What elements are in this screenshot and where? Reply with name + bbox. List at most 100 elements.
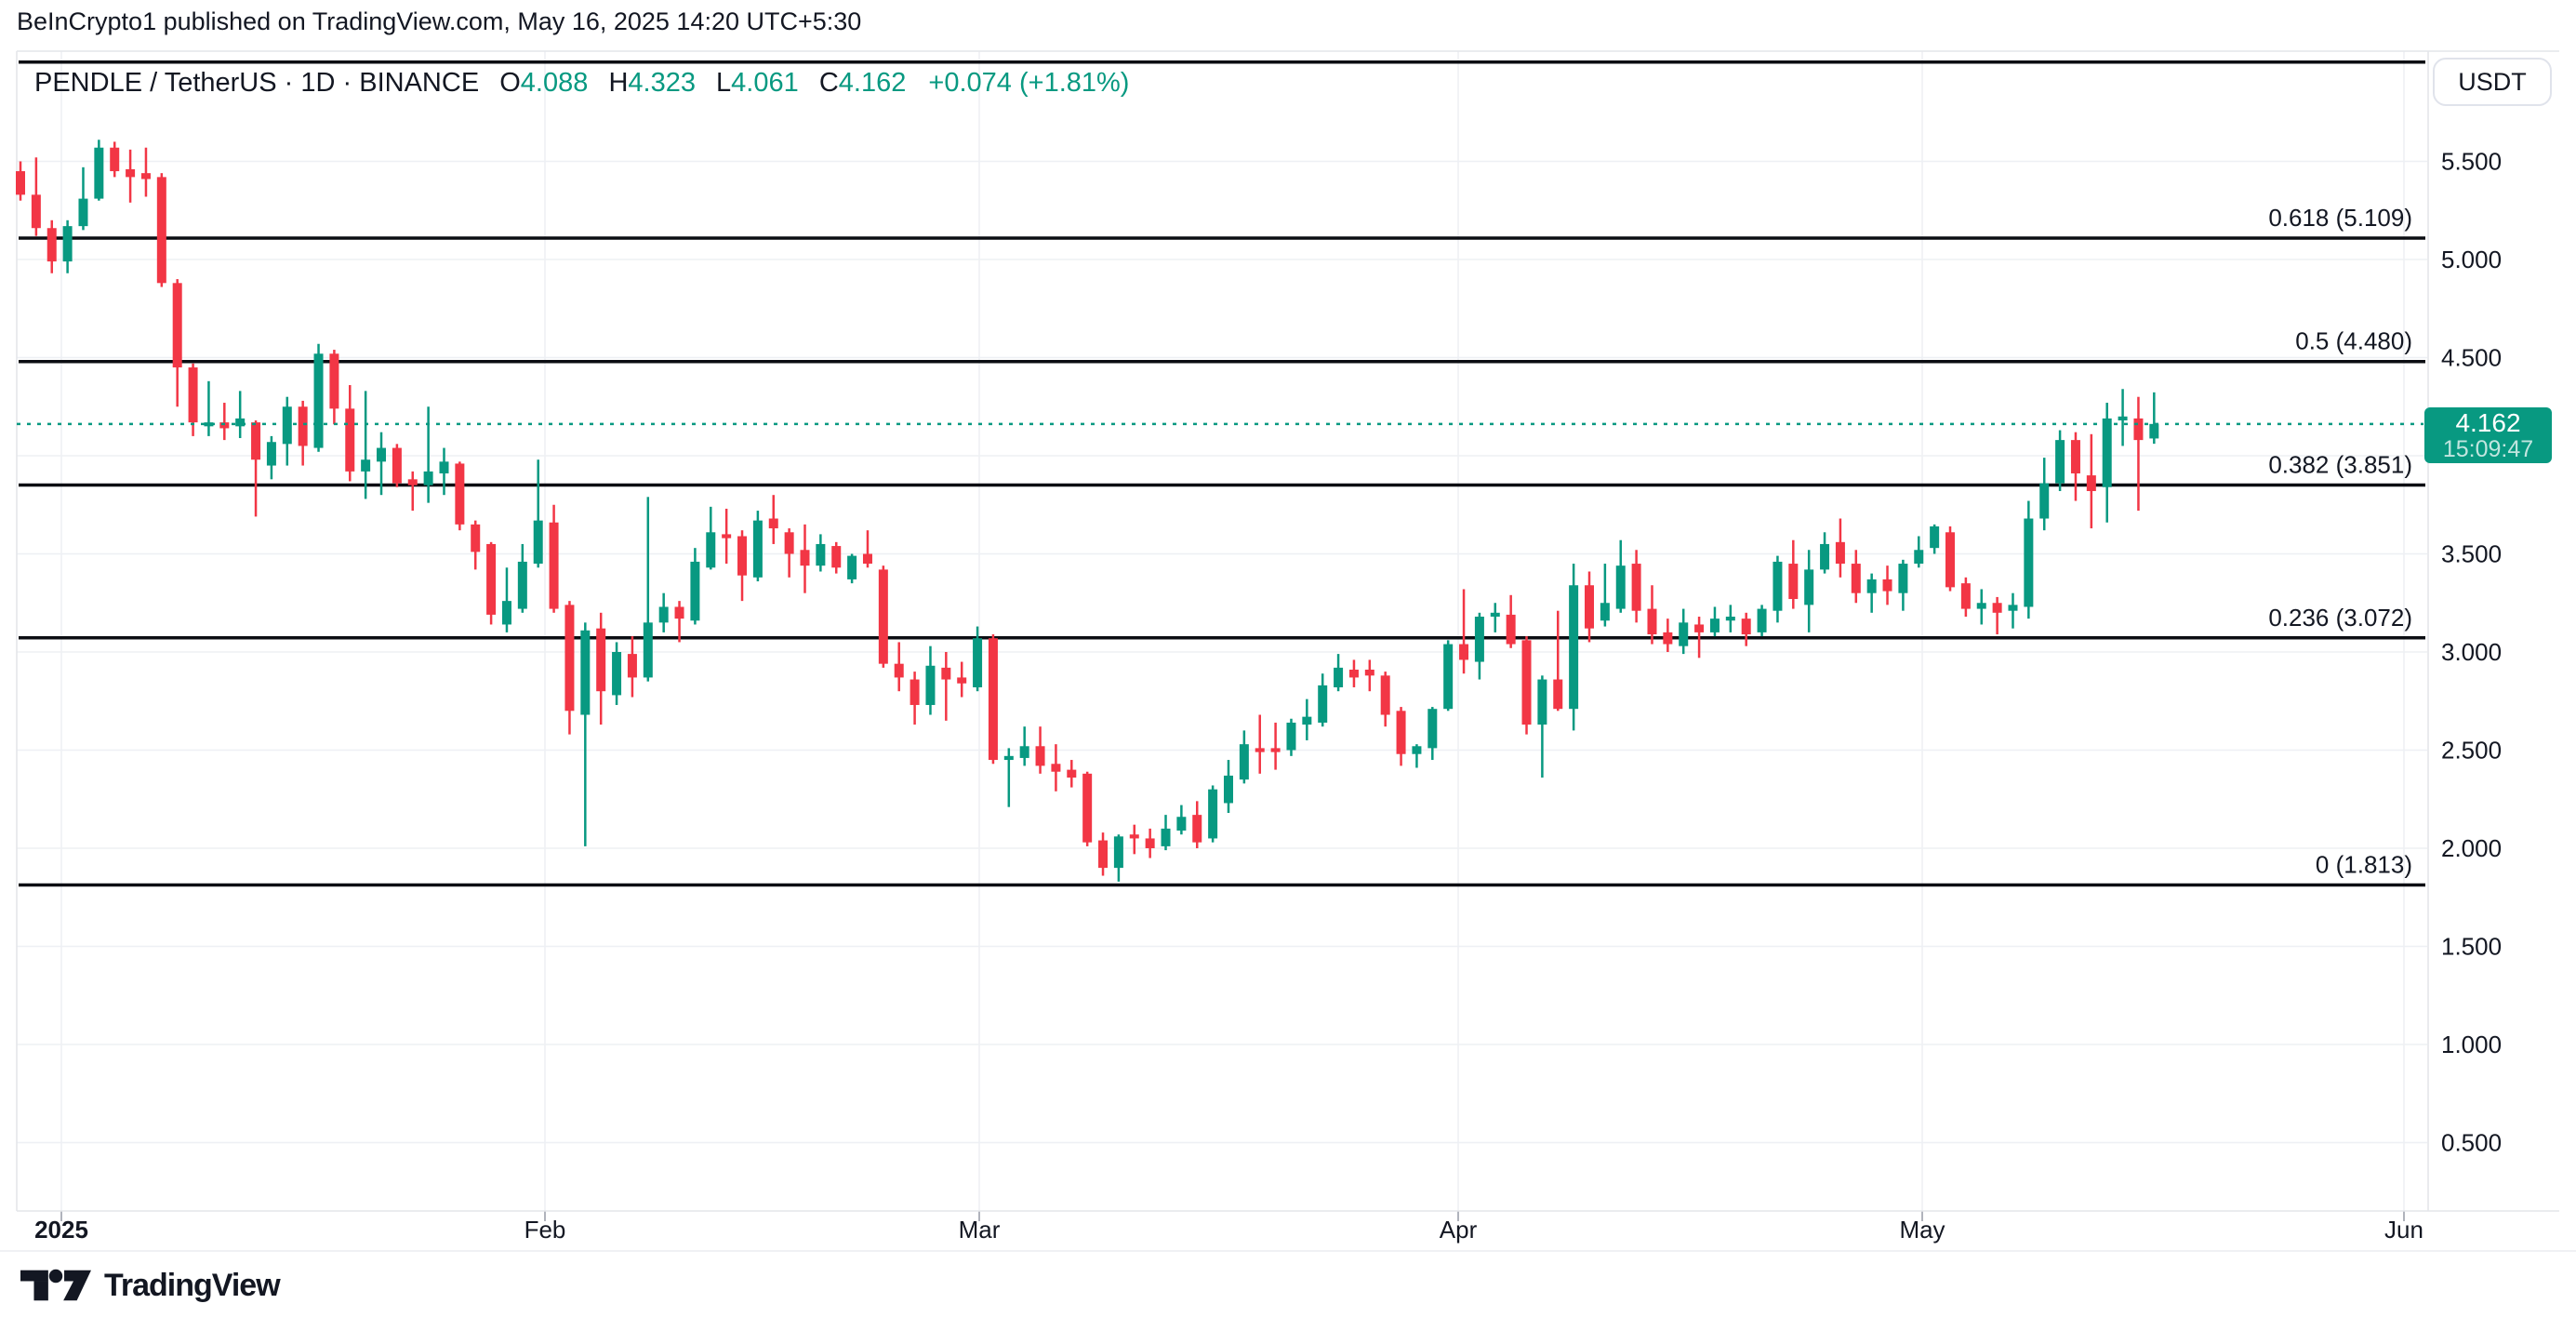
candle-body	[31, 194, 41, 229]
price-axis-tick[interactable]: 4.500	[2441, 344, 2502, 372]
price-axis-tick[interactable]: 2.000	[2441, 834, 2502, 862]
exchange-label: BINANCE	[359, 68, 480, 98]
tradingview-logo[interactable]: TradingView	[20, 1266, 281, 1305]
candle-body	[674, 606, 684, 619]
candle-body	[1443, 644, 1454, 710]
candle-body	[1521, 640, 1532, 725]
candle-wick	[1274, 722, 1277, 770]
tradingview-logo-icon	[20, 1269, 91, 1301]
bar-countdown-timer: 15:09:47	[2442, 435, 2534, 462]
candle-body	[1866, 579, 1877, 593]
candle-wick	[238, 391, 242, 439]
candle-body	[722, 534, 732, 539]
candle-body	[973, 638, 983, 687]
candle-body	[439, 461, 449, 473]
price-axis-tick[interactable]: 5.000	[2441, 246, 2502, 273]
candle-body	[1976, 603, 1986, 609]
candle-wick	[866, 530, 870, 568]
candle-body	[1427, 709, 1438, 749]
candle-body	[816, 543, 826, 566]
candle-wick	[1007, 748, 1011, 807]
fib-level-label: 0.5 (4.480)	[2295, 327, 2412, 355]
candle-wick	[646, 497, 650, 682]
candle-body	[1051, 764, 1061, 772]
candle-wick	[144, 147, 148, 197]
candle-body	[1145, 838, 1155, 848]
currency-toggle-button[interactable]: USDT	[2433, 58, 2552, 106]
candle-body	[1302, 716, 1312, 725]
candle-wick	[254, 420, 258, 517]
candle-body	[1380, 675, 1390, 715]
candle-wick	[1697, 617, 1701, 658]
candle-body	[1019, 746, 1029, 758]
time-axis-label[interactable]: May	[1899, 1216, 1945, 1244]
price-axis-tick[interactable]: 1.500	[2441, 933, 2502, 961]
candle-body	[1176, 817, 1187, 831]
candle-wick	[584, 622, 587, 846]
candle-body	[580, 630, 591, 715]
candle-body	[1067, 769, 1077, 778]
candle-body	[94, 147, 104, 199]
ohlc-close: C4.162	[818, 68, 907, 98]
candle-body	[110, 147, 120, 172]
candle-body	[1600, 603, 1610, 621]
time-axis-label[interactable]: Apr	[1440, 1216, 1478, 1244]
candle-wick	[1133, 824, 1136, 855]
price-axis-tick[interactable]: 1.000	[2441, 1031, 2502, 1058]
candle-body	[596, 628, 606, 692]
symbol-name: PENDLE / TetherUS	[34, 68, 277, 98]
time-axis-label[interactable]: Jun	[2384, 1216, 2423, 1244]
candle-body	[1882, 579, 1892, 592]
candle-body	[2070, 440, 2080, 473]
candle-wick	[1603, 564, 1607, 627]
candle-wick	[537, 459, 539, 568]
candle-wick	[364, 391, 367, 499]
candle-wick	[1462, 589, 1466, 674]
candle-wick	[1557, 610, 1560, 712]
candle-wick	[678, 601, 681, 643]
candle-body	[204, 422, 214, 427]
candle-body	[313, 353, 324, 448]
candle-wick	[1494, 603, 1497, 632]
time-axis-label[interactable]: Feb	[524, 1216, 566, 1244]
time-axis-label[interactable]: 2025	[34, 1216, 88, 1244]
candle-body	[1459, 644, 1469, 660]
candle-body	[377, 447, 387, 462]
price-axis-tick[interactable]: 0.500	[2441, 1129, 2502, 1157]
price-axis-tick[interactable]: 5.500	[2441, 148, 2502, 176]
symbol-header[interactable]: PENDLE / TetherUS · 1D · BINANCE O4.088 …	[34, 68, 1130, 98]
candle-body	[1490, 612, 1500, 618]
candle-body	[1930, 525, 1940, 549]
candle-body	[690, 561, 700, 621]
candle-body	[251, 422, 261, 460]
candle-body	[1663, 632, 1673, 645]
candle-body	[1835, 541, 1845, 565]
candle-body	[768, 518, 778, 529]
time-axis-label[interactable]: Mar	[959, 1216, 1001, 1244]
candle-body	[2118, 416, 2128, 421]
candle-body	[862, 553, 872, 565]
candle-wick	[1258, 714, 1261, 774]
candle-body	[878, 569, 888, 664]
candle-body	[345, 408, 355, 472]
candle-body	[784, 532, 794, 554]
candle-wick	[223, 403, 226, 441]
candle-body	[172, 283, 182, 368]
candle-body	[2102, 418, 2112, 487]
candle-body	[847, 555, 857, 579]
candle-body	[46, 228, 57, 262]
candle-body	[2039, 483, 2050, 519]
price-axis-tick[interactable]: 2.500	[2441, 737, 2502, 765]
price-axis-tick[interactable]: 3.000	[2441, 638, 2502, 666]
fib-level-label: 0.236 (3.072)	[2268, 604, 2412, 632]
candle-body	[78, 198, 88, 227]
candle-body	[2024, 518, 2034, 607]
fib-level-label: 0 (1.813)	[2316, 850, 2412, 878]
candle-body	[1741, 619, 1751, 635]
candle-wick	[1541, 675, 1544, 778]
attribution-text: BeInCrypto1 published on TradingView.com…	[17, 7, 862, 35]
price-axis-tick[interactable]: 3.500	[2441, 540, 2502, 568]
candle-body	[1757, 608, 1767, 632]
